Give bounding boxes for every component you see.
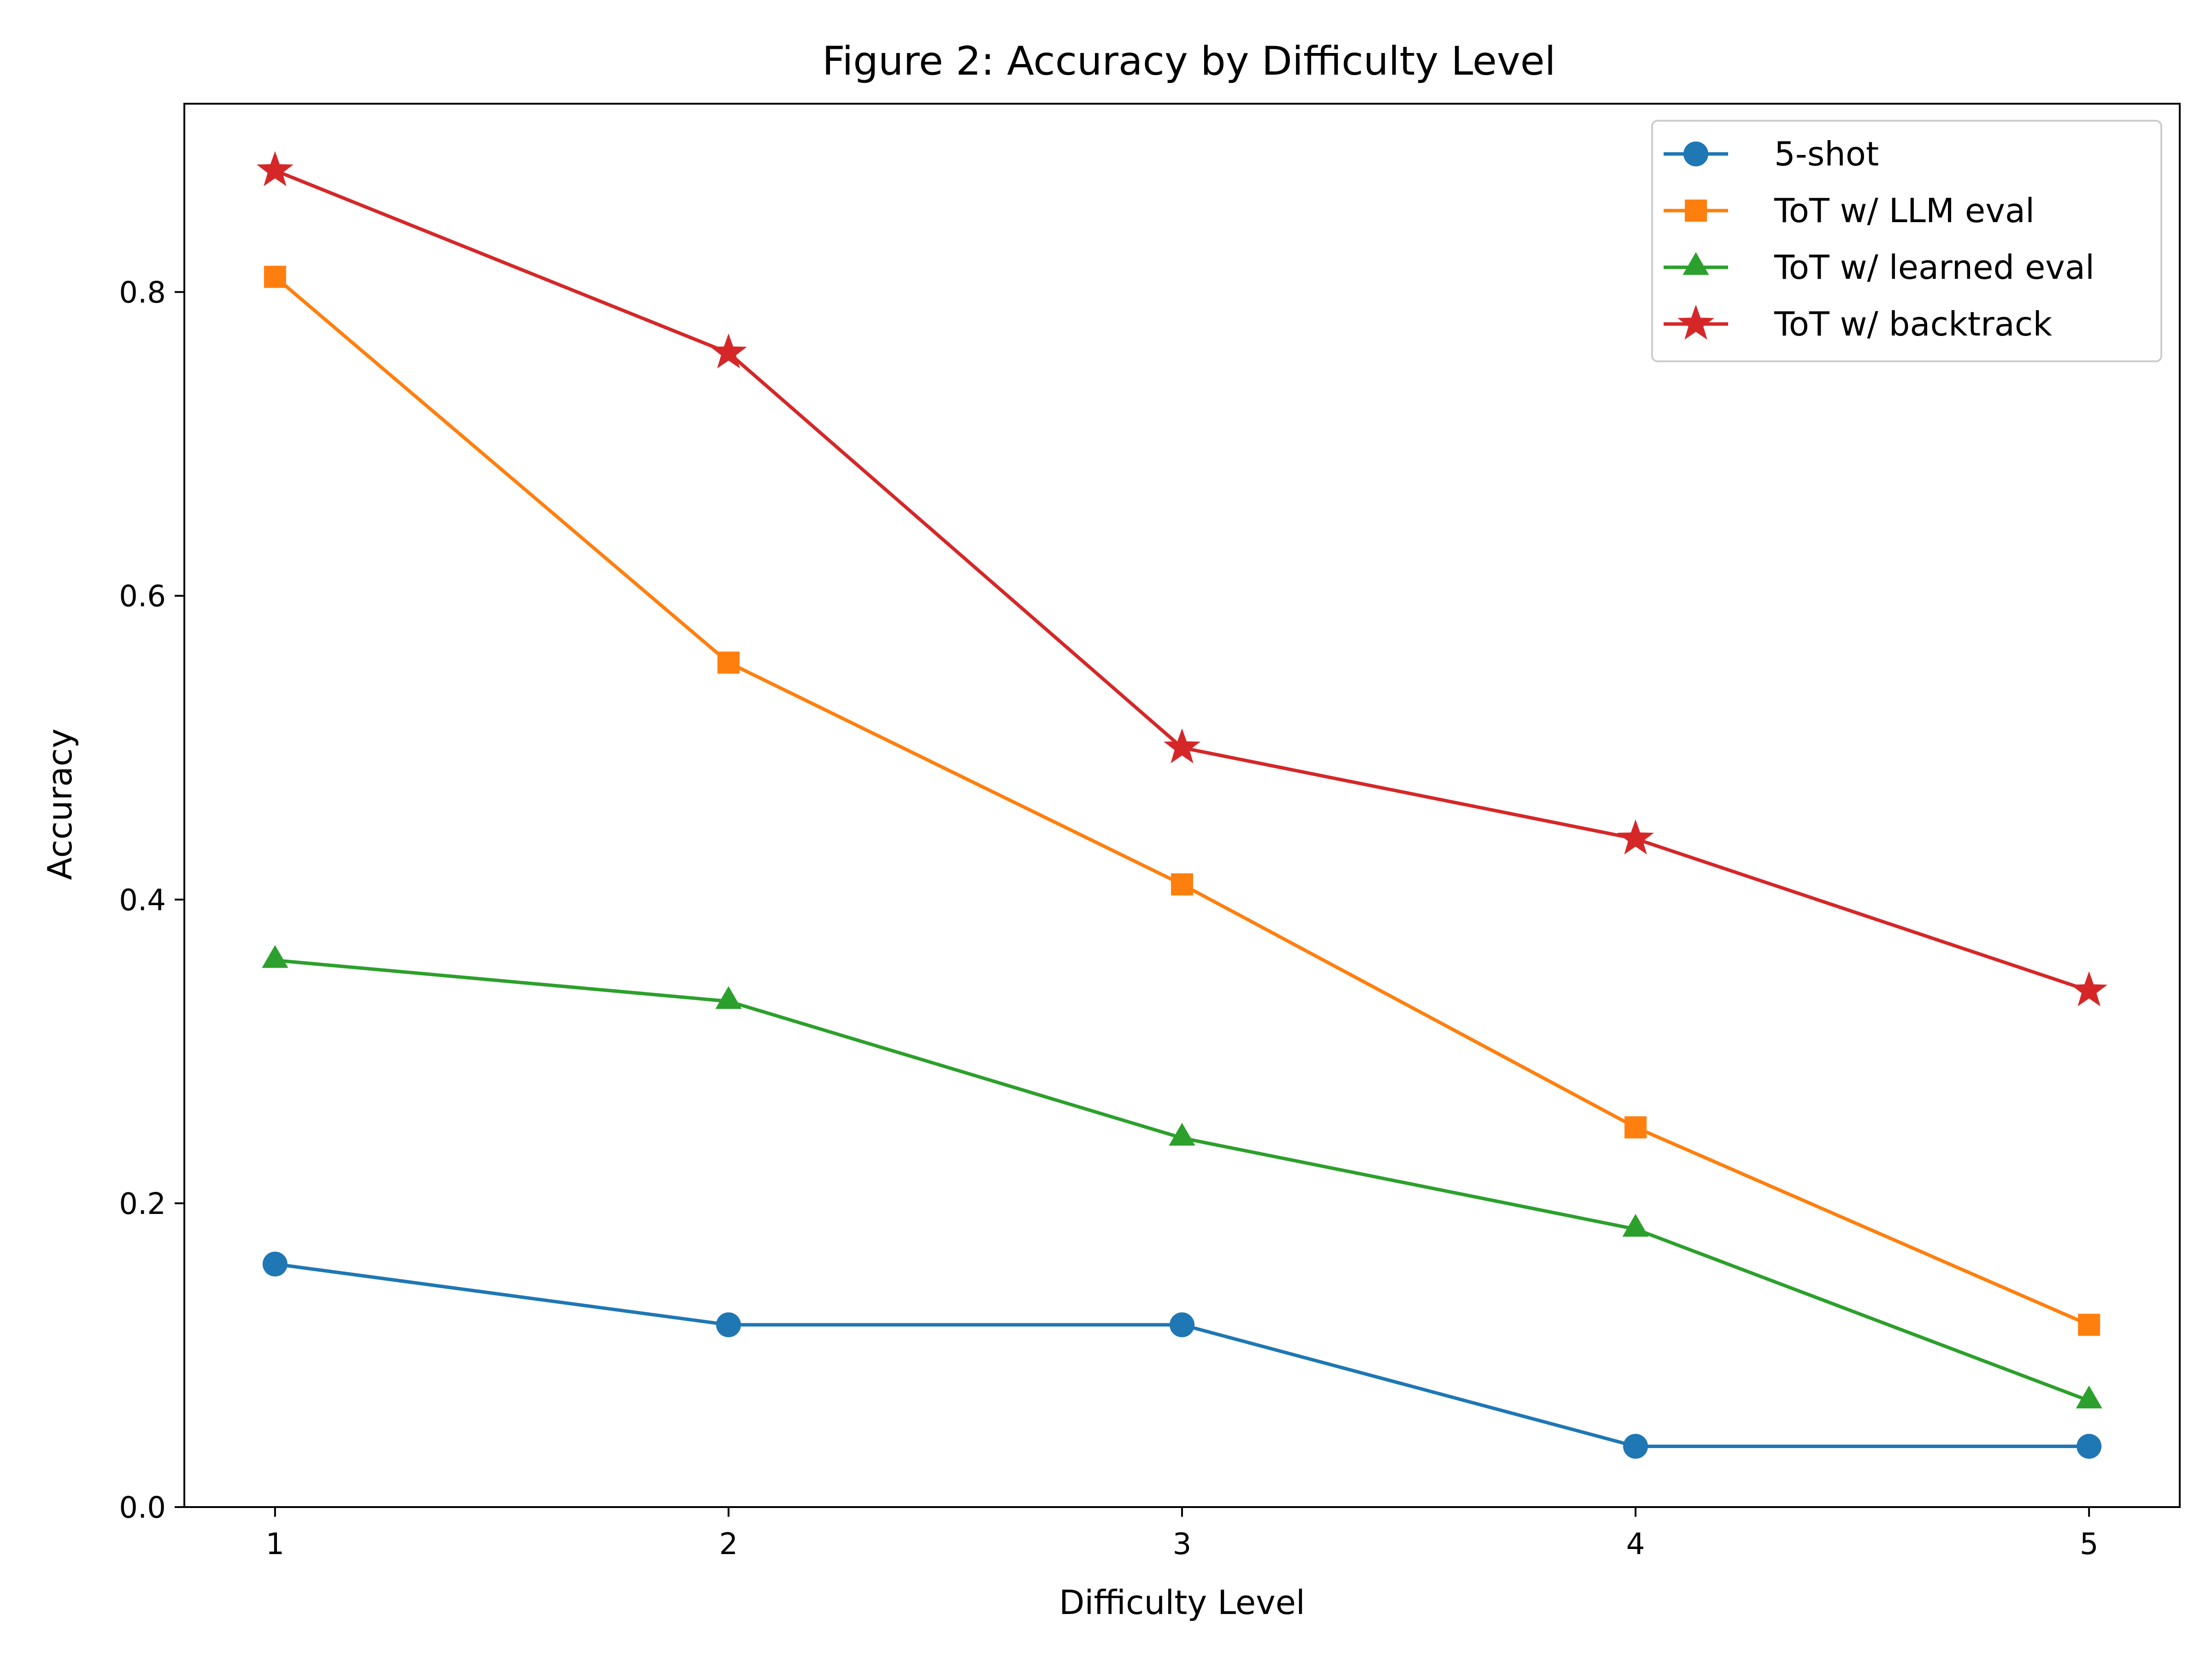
legend-box bbox=[1651, 120, 2162, 362]
data-point bbox=[1623, 1434, 1648, 1459]
data-point bbox=[1164, 728, 1200, 764]
data-point bbox=[717, 651, 740, 674]
legend-label: ToT w/ backtrack bbox=[1774, 305, 2052, 343]
x-tick-label: 2 bbox=[719, 1527, 738, 1561]
data-point bbox=[2071, 971, 2108, 1007]
data-point bbox=[264, 265, 286, 288]
x-tick-label: 5 bbox=[2080, 1527, 2099, 1561]
data-point bbox=[256, 151, 294, 186]
legend-label: 5-shot bbox=[1774, 135, 1879, 173]
legend-label: ToT w/ LLM eval bbox=[1774, 191, 2035, 230]
legend-label: ToT w/ learned eval bbox=[1774, 248, 2094, 287]
y-tick-label: 0.8 bbox=[119, 276, 166, 310]
axis-ticks: 1 2 3 4 5 0.0 0.2 0.4 0.6 0.8 bbox=[119, 276, 2098, 1561]
data-point bbox=[262, 945, 288, 968]
x-tick-label: 4 bbox=[1626, 1527, 1645, 1561]
y-tick-label: 0.0 bbox=[119, 1491, 166, 1525]
legend-marker bbox=[1683, 252, 1709, 275]
chart-title: Figure 2: Accuracy by Difficulty Level bbox=[822, 38, 1556, 84]
y-tick-label: 0.6 bbox=[119, 580, 166, 614]
data-point bbox=[262, 1251, 288, 1277]
data-point bbox=[715, 986, 742, 1009]
y-tick-label: 0.4 bbox=[119, 884, 166, 918]
data-point bbox=[1622, 1213, 1649, 1237]
legend-marker bbox=[1677, 305, 1714, 340]
y-axis-label: Accuracy bbox=[41, 729, 79, 880]
plot-area bbox=[256, 151, 2108, 1459]
data-point bbox=[1169, 1123, 1195, 1146]
x-axis-label: Difficulty Level bbox=[1059, 1583, 1305, 1622]
data-point bbox=[1624, 1116, 1647, 1139]
data-point bbox=[2078, 1313, 2100, 1336]
data-point bbox=[2077, 1434, 2102, 1459]
data-point bbox=[710, 333, 747, 369]
x-tick-label: 3 bbox=[1173, 1527, 1192, 1561]
data-point bbox=[1617, 819, 1654, 854]
data-point bbox=[1170, 1312, 1194, 1337]
y-tick-label: 0.2 bbox=[119, 1187, 166, 1221]
data-point bbox=[2076, 1385, 2102, 1408]
data-point bbox=[716, 1312, 741, 1337]
legend-marker bbox=[1685, 200, 1707, 222]
legend-marker bbox=[1683, 141, 1708, 166]
x-tick-label: 1 bbox=[265, 1527, 284, 1561]
data-point bbox=[1171, 873, 1193, 895]
legend: 5-shot ToT w/ LLM eval ToT w/ learned eval… bbox=[1651, 120, 2162, 362]
